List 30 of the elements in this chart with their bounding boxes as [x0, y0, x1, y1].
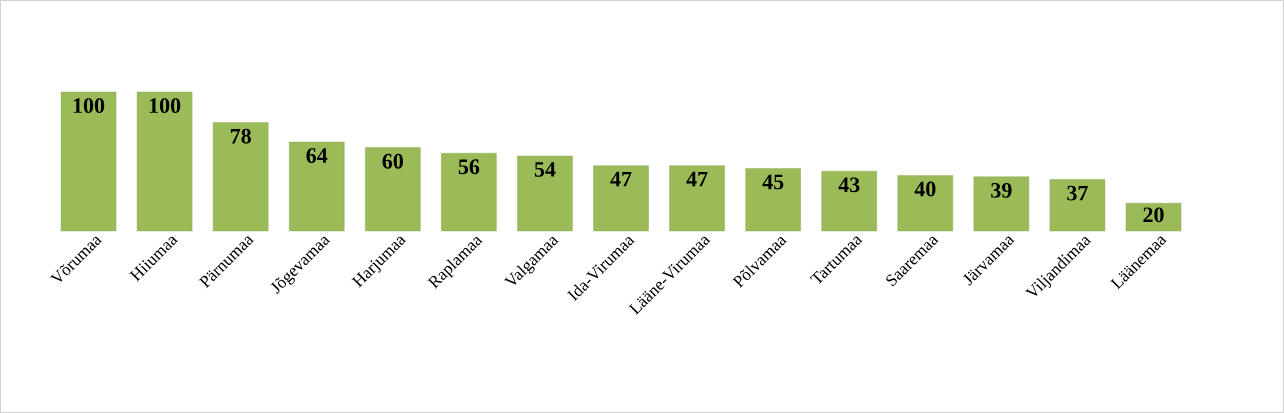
bar [669, 165, 725, 232]
bar [212, 122, 269, 232]
data-label: 64 [306, 148, 328, 164]
data-label: 43 [838, 177, 860, 193]
data-label: 37 [1067, 185, 1088, 201]
bar [365, 147, 421, 232]
data-label: 47 [610, 171, 632, 187]
bar [517, 155, 573, 232]
bar [289, 141, 345, 232]
bar [136, 91, 193, 232]
bar [821, 171, 877, 232]
data-label: 60 [382, 153, 403, 169]
data-label: 100 [73, 98, 105, 114]
bar [593, 165, 649, 232]
bar [745, 168, 801, 232]
bar [60, 91, 117, 232]
data-label: 56 [458, 159, 480, 175]
data-label: 45 [762, 174, 784, 190]
data-label: 20 [1143, 207, 1164, 223]
data-label: 47 [686, 171, 708, 187]
bar [1049, 179, 1106, 232]
data-label: 78 [230, 128, 251, 144]
data-label: 54 [534, 162, 556, 177]
bar [1125, 203, 1182, 232]
bar [897, 175, 953, 232]
data-label: 100 [149, 98, 181, 114]
data-label: 39 [991, 182, 1012, 198]
data-label: 40 [914, 181, 936, 197]
bar [441, 152, 497, 232]
bar [973, 176, 1030, 232]
